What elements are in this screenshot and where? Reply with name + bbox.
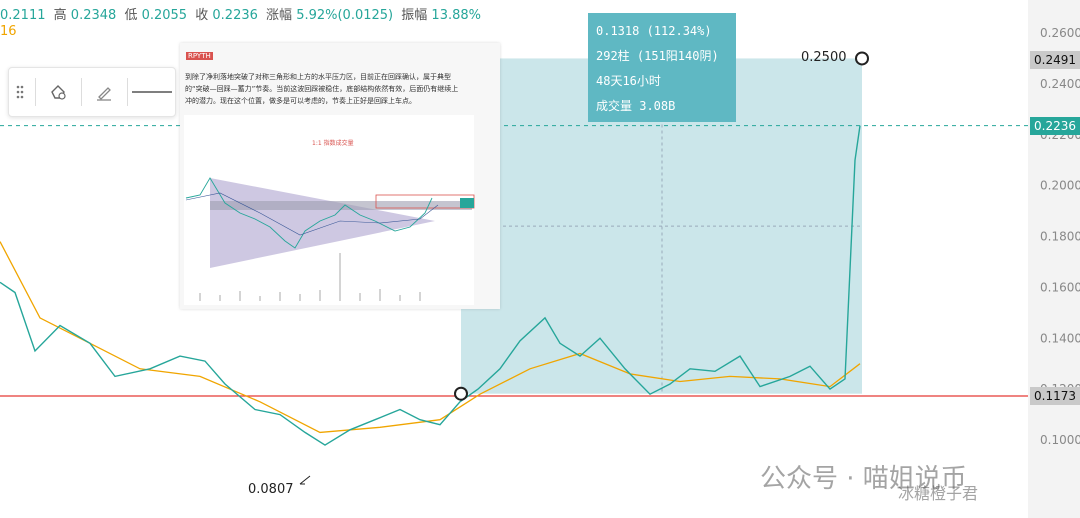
measure-duration: 48天16小时: [596, 74, 661, 88]
drawing-toolbar[interactable]: [8, 67, 176, 117]
pencil-icon[interactable]: [83, 68, 125, 116]
change-value: 5.92%(0.0125): [296, 8, 394, 23]
ma-legend: 16: [0, 24, 17, 39]
low-label: 低: [124, 8, 138, 23]
high-value: 0.2348: [70, 8, 117, 23]
open-value: 0.2111: [0, 8, 46, 23]
measure-volume: 成交量 3.08B: [596, 99, 676, 113]
inset-text-line: 冲的潜力。现在这个位置，做多是可以考虑的，节奏上正好是回踩上车点。: [185, 97, 416, 105]
inset-chart: 1:1 指数成交量: [184, 115, 475, 305]
close-label: 收: [195, 8, 209, 23]
close-value: 0.2236: [212, 8, 258, 23]
series-ma: [0, 241, 861, 434]
low-annotation: 0.0807: [248, 482, 294, 497]
line-style-icon[interactable]: [129, 68, 175, 116]
drag-handle-icon[interactable]: [9, 68, 31, 116]
amplitude-value: 13.88%: [431, 8, 481, 23]
measure-bars: 292柱 (151阳140阴): [596, 49, 719, 63]
price-tag-current: 0.2236: [1030, 117, 1080, 135]
change-label: 涨幅: [266, 8, 293, 23]
inset-text-line: 到除了净利落地突破了对称三角形和上方的水平压力区，目前正在回踩确认，属于典型: [185, 73, 451, 81]
inset-screenshot: RPYTH 到除了净利落地突破了对称三角形和上方的水平压力区，目前正在回踩确认，…: [180, 43, 500, 309]
lock-shape-icon[interactable]: [37, 68, 79, 116]
inset-tag: RPYTH: [186, 52, 213, 60]
low-value: 0.2055: [141, 8, 188, 23]
series-price: [0, 125, 861, 446]
measure-end-handle: [855, 51, 869, 66]
amplitude-label: 振幅: [401, 8, 428, 23]
ohlc-bar: 0.2111 高 0.2348 低 0.2055 收 0.2236 涨幅 5.9…: [0, 4, 481, 23]
high-label: 高: [53, 8, 67, 23]
inset-text-line: 的“突破—回踩—蓄力”节奏。当前这波回踩被稳住，底部结构依然有效，后面仍有继续上: [185, 85, 459, 93]
watermark-main: 公众号 · 喵姐说币: [760, 464, 967, 494]
high-annotation: 0.2500: [801, 50, 847, 65]
measure-tooltip: 0.1318 (112.34%) 292柱 (151阳140阴) 48天16小时…: [588, 13, 736, 122]
watermark-sub: 冰糖橙子君: [898, 484, 979, 503]
price-tag-high: 0.2491: [1030, 51, 1080, 69]
y-axis-panel: [1028, 0, 1080, 518]
inset-caption: 1:1 指数成交量: [312, 139, 354, 147]
inset-text: 到除了净利落地突破了对称三角形和上方的水平压力区，目前正在回踩确认，属于典型 的…: [185, 71, 495, 107]
price-tag-support: 0.1173: [1030, 387, 1080, 405]
measure-start-handle: [454, 386, 468, 401]
low-arrow: [299, 475, 311, 485]
measure-range: 0.1318 (112.34%): [596, 24, 712, 38]
